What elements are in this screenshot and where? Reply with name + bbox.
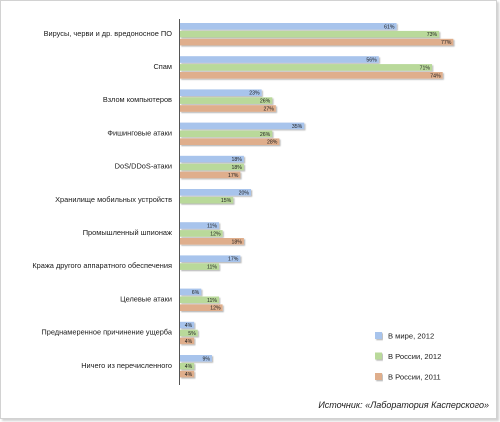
- value-label: 17%: [228, 173, 239, 179]
- value-label: 77%: [441, 40, 452, 46]
- bar: [180, 355, 212, 362]
- value-label: 28%: [267, 140, 278, 146]
- bar: [180, 189, 251, 196]
- value-label: 18%: [232, 165, 243, 171]
- bar: [180, 329, 198, 337]
- bar: [180, 155, 244, 163]
- bar: [180, 64, 433, 71]
- bar: [180, 230, 223, 237]
- value-label: 4%: [185, 323, 193, 329]
- value-label: 18%: [232, 239, 243, 245]
- category-label: DoS/DDoS-атаки: [115, 162, 172, 171]
- bar: [180, 38, 454, 46]
- category-label: Вирусы, черви и др. вредоносное ПО: [44, 29, 173, 38]
- bar: [180, 321, 195, 329]
- value-label: 73%: [427, 32, 438, 38]
- bar: [180, 171, 241, 179]
- value-label: 4%: [185, 364, 193, 370]
- bar: [180, 138, 280, 145]
- category-label: Ничего из перечисленного: [81, 361, 172, 370]
- legend-swatch: [375, 332, 382, 339]
- category-label: Промышленный шпионаж: [83, 228, 172, 237]
- bar: [180, 370, 195, 378]
- bar: [180, 97, 273, 104]
- legend: В мире, 2012 В России, 2012 В России, 2011: [375, 332, 441, 382]
- value-label: 18%: [232, 157, 243, 163]
- value-label: 17%: [228, 257, 239, 263]
- source-caption: Источник: «Лаборатория Касперского»: [318, 400, 489, 410]
- value-label: 11%: [207, 265, 217, 271]
- bar: [180, 105, 276, 112]
- value-label: 12%: [210, 306, 221, 312]
- bar: [180, 56, 379, 63]
- value-label: 26%: [260, 132, 271, 138]
- bar: [180, 72, 443, 79]
- value-label: 11%: [207, 298, 217, 304]
- value-label: 11%: [207, 224, 217, 230]
- legend-label: В России, 2011: [388, 373, 441, 382]
- bar: [180, 263, 220, 270]
- value-label: 35%: [292, 124, 303, 130]
- bar: [180, 296, 220, 304]
- legend-swatch: [375, 352, 382, 360]
- bar: [180, 30, 440, 38]
- category-label: Хранилище мобильных устройств: [55, 195, 172, 204]
- bar: [180, 337, 195, 345]
- value-labels: 61%73%77%56%71%74%23%26%27%35%26%28%18%1…: [185, 24, 452, 378]
- value-label: 23%: [249, 91, 260, 97]
- bar: [180, 222, 220, 229]
- value-label: 6%: [192, 290, 200, 296]
- category-labels: Вирусы, черви и др. вредоносное ПО Спам Вз…: [32, 29, 173, 370]
- value-label: 74%: [430, 73, 441, 79]
- bar: [180, 362, 195, 370]
- bar: [180, 304, 223, 311]
- value-label: 20%: [239, 190, 250, 196]
- category-label: Взлом компьютеров: [103, 95, 172, 104]
- value-label: 56%: [366, 58, 377, 64]
- bar: [180, 163, 244, 171]
- legend-label: В России, 2012: [388, 352, 441, 361]
- legend-label: В мире, 2012: [388, 332, 434, 341]
- category-label: Фишинговые атаки: [107, 128, 172, 137]
- category-label: Целевые атаки: [120, 294, 172, 303]
- legend-swatch: [375, 373, 382, 380]
- value-label: 4%: [185, 339, 193, 345]
- value-label: 15%: [221, 198, 232, 204]
- value-label: 9%: [202, 356, 210, 362]
- value-label: 26%: [260, 99, 271, 105]
- bars: [180, 23, 454, 378]
- category-label: Преднамеренное причинение ущерба: [41, 328, 172, 337]
- value-label: 61%: [384, 24, 395, 30]
- value-label: 4%: [185, 372, 193, 378]
- value-label: 5%: [188, 331, 196, 337]
- value-label: 27%: [263, 107, 274, 113]
- bar: [180, 238, 244, 245]
- bar: [180, 288, 202, 296]
- bar: [180, 89, 262, 96]
- value-label: 12%: [210, 231, 221, 237]
- category-label: Спам: [153, 62, 172, 71]
- bar: [180, 130, 273, 138]
- bar: [180, 196, 234, 204]
- bar: [180, 23, 397, 30]
- category-label: Кража другого аппаратного обеспечения: [32, 261, 172, 270]
- bar: [180, 122, 305, 130]
- value-label: 71%: [420, 65, 431, 71]
- bar: [180, 255, 241, 262]
